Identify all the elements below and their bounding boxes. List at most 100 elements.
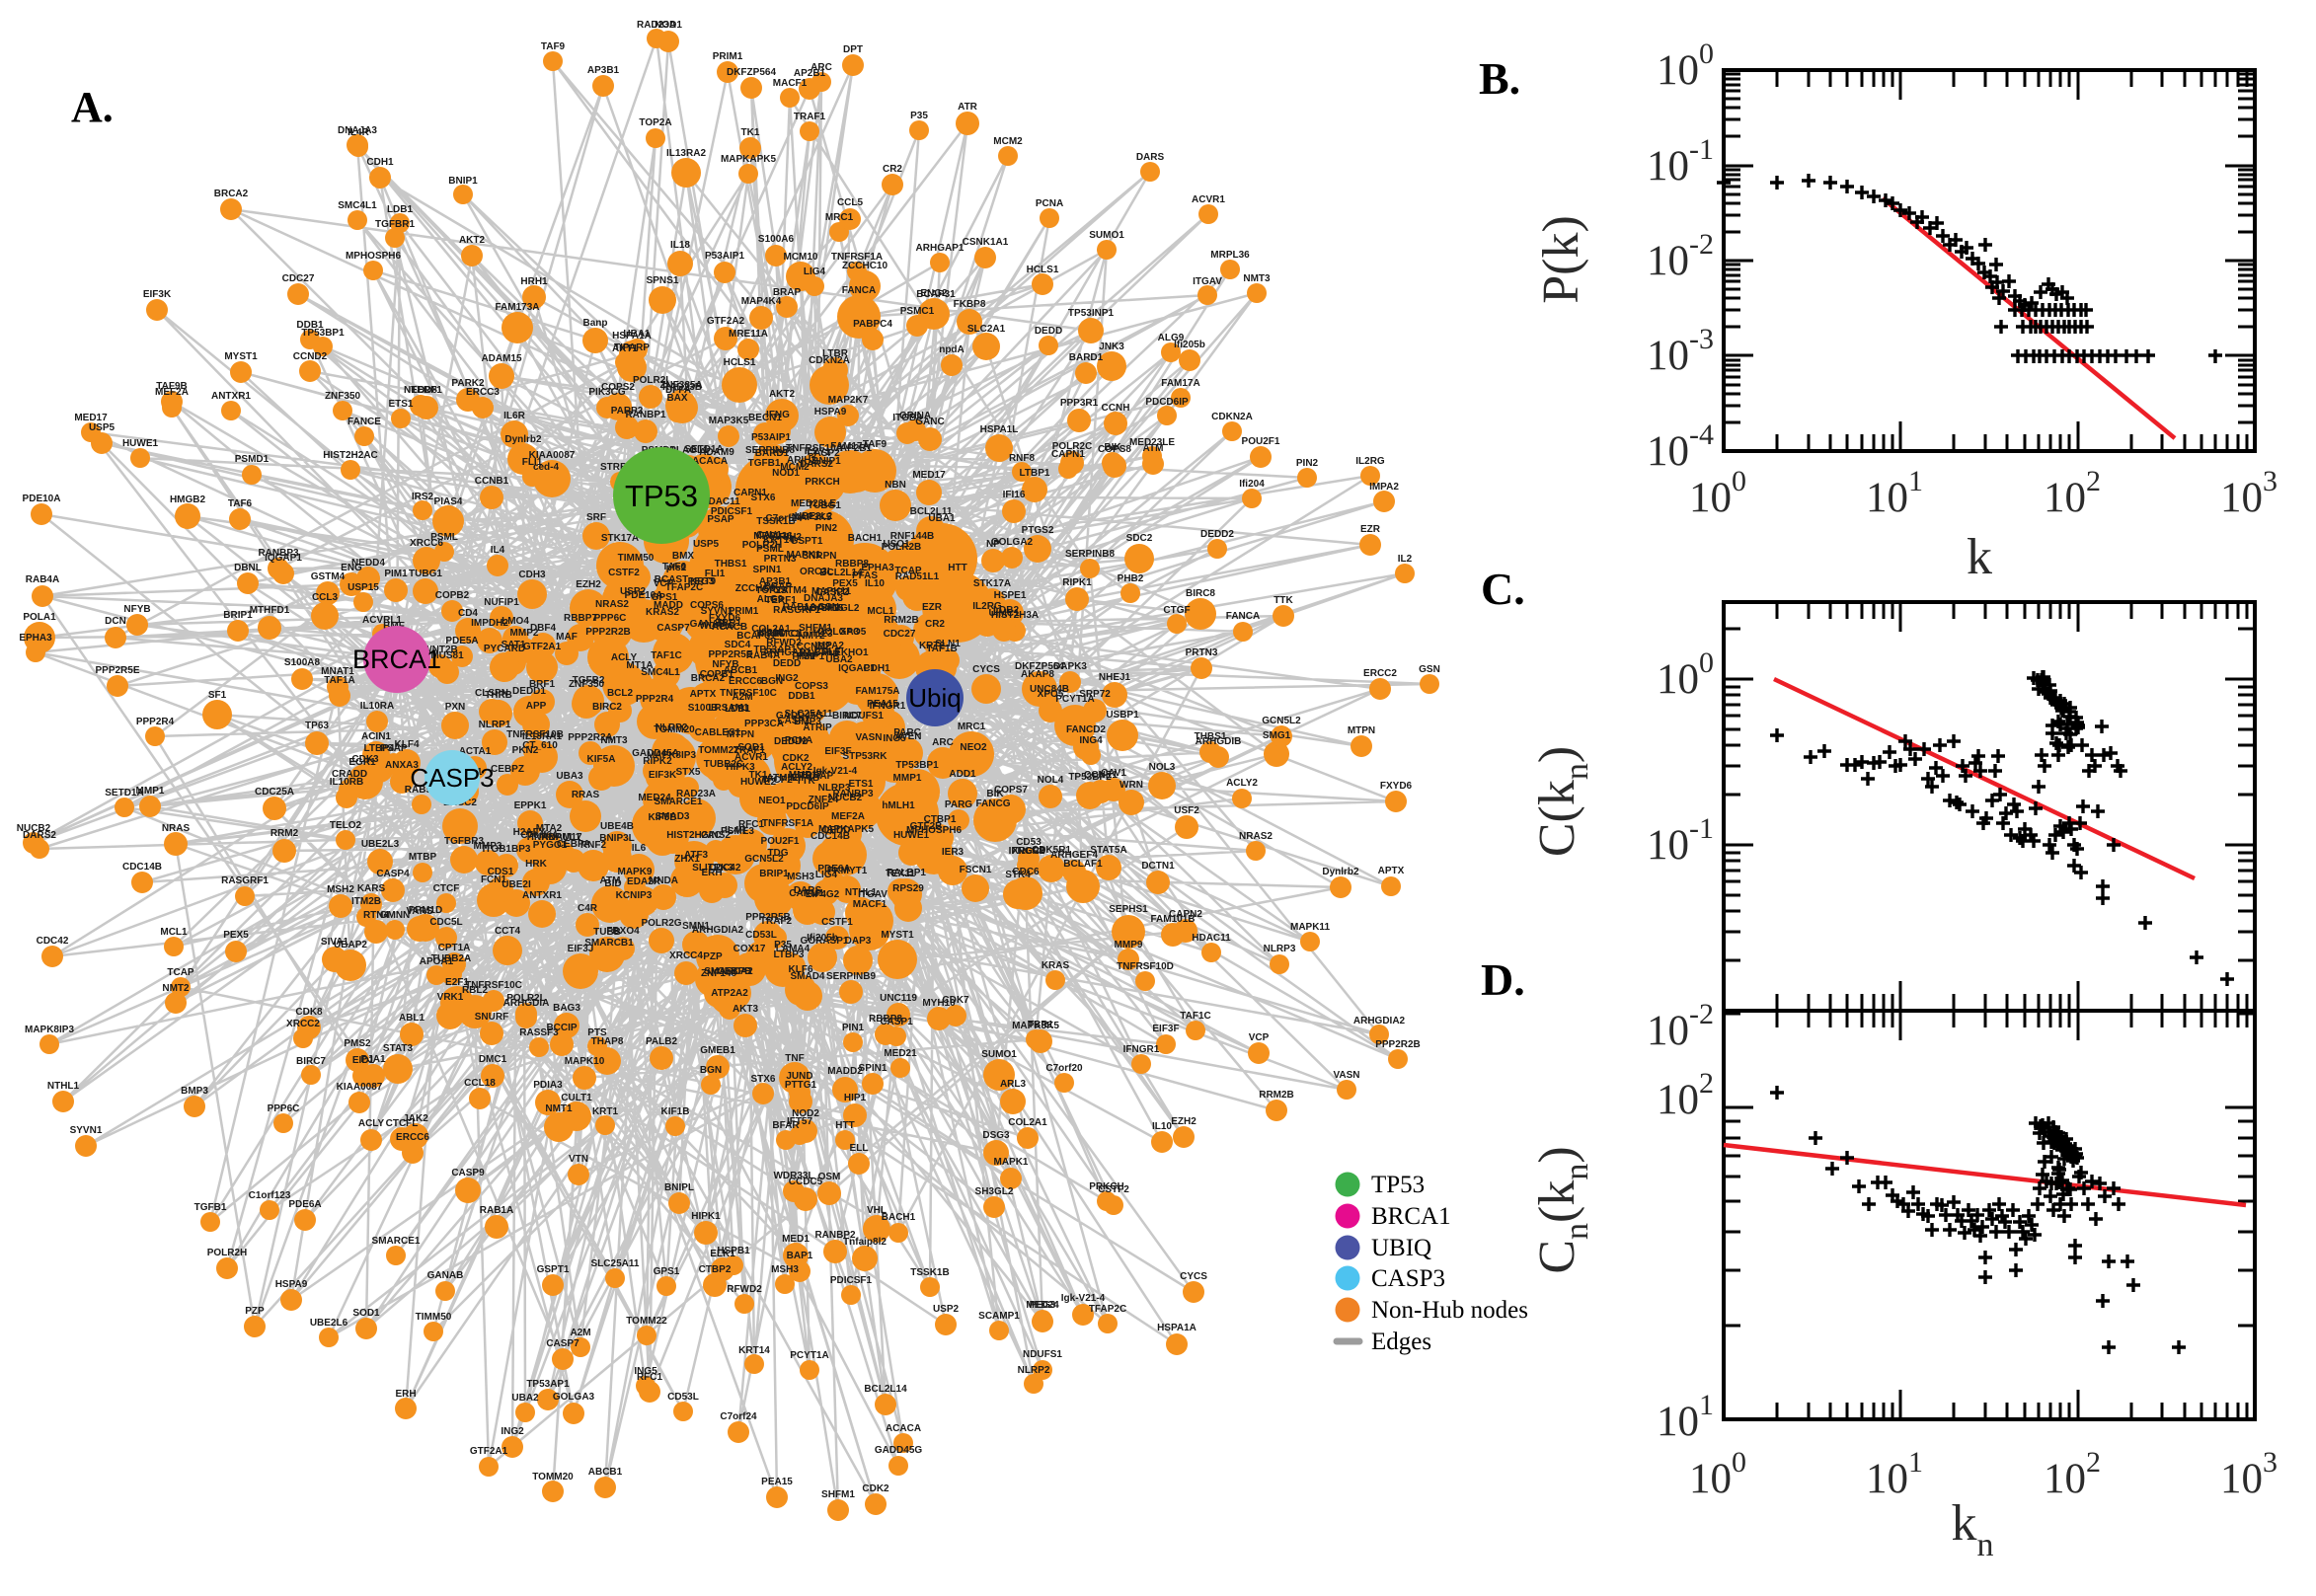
svg-text:CSTF1: CSTF1 xyxy=(821,917,853,928)
svg-text:SYVN1: SYVN1 xyxy=(701,606,733,617)
svg-text:JMY: JMY xyxy=(798,648,818,659)
svg-text:CSTF2: CSTF2 xyxy=(608,568,640,578)
svg-text:MTHFD1: MTHFD1 xyxy=(250,605,290,616)
svg-text:ACACA: ACACA xyxy=(692,456,728,467)
svg-text:FCN1: FCN1 xyxy=(481,874,507,885)
svg-text:VTN: VTN xyxy=(569,1154,588,1165)
svg-text:GINS2: GINS2 xyxy=(701,830,731,841)
svg-text:SMC4L1: SMC4L1 xyxy=(641,667,680,678)
svg-text:RBBP8: RBBP8 xyxy=(835,559,869,570)
svg-text:MRC1: MRC1 xyxy=(958,722,986,732)
svg-text:ATM: ATM xyxy=(600,875,621,886)
svg-text:SLN1: SLN1 xyxy=(935,639,961,649)
svg-text:ALG9: ALG9 xyxy=(1158,333,1185,343)
svg-text:MAPKAPK5: MAPKAPK5 xyxy=(721,154,777,165)
svg-text:TOMM22: TOMM22 xyxy=(626,1316,667,1327)
svg-text:PFAS: PFAS xyxy=(852,570,878,581)
svg-text:MYST1: MYST1 xyxy=(224,351,258,362)
svg-text:NHEJ1: NHEJ1 xyxy=(1099,672,1131,683)
svg-text:ZNF350: ZNF350 xyxy=(569,679,605,690)
svg-text:PRTN3: PRTN3 xyxy=(1186,647,1218,658)
svg-text:POU2F1: POU2F1 xyxy=(761,836,800,847)
svg-text:MAPK10: MAPK10 xyxy=(565,1056,605,1067)
svg-text:STX6: STX6 xyxy=(750,1074,775,1085)
svg-text:IMPA2: IMPA2 xyxy=(814,641,844,651)
svg-text:Dynlrb2: Dynlrb2 xyxy=(1322,867,1359,877)
svg-text:KIAA0087: KIAA0087 xyxy=(529,450,576,461)
svg-text:TDG: TDG xyxy=(767,848,788,859)
svg-text:NEO1: NEO1 xyxy=(758,796,786,806)
svg-text:GOLGA2: GOLGA2 xyxy=(991,537,1034,548)
svg-text:FBXO4: FBXO4 xyxy=(606,926,640,937)
svg-text:MAPK11: MAPK11 xyxy=(1290,922,1330,933)
svg-text:PJA1: PJA1 xyxy=(360,1054,385,1065)
svg-text:UIMC1: UIMC1 xyxy=(988,608,1020,619)
svg-text:RIPK2: RIPK2 xyxy=(643,756,672,767)
svg-text:P53AIP1: P53AIP1 xyxy=(751,432,791,443)
svg-text:HCLS1: HCLS1 xyxy=(1027,265,1059,275)
svg-text:BECN1: BECN1 xyxy=(748,413,782,423)
svg-text:PPP3R1: PPP3R1 xyxy=(1060,398,1099,409)
svg-text:NMT3: NMT3 xyxy=(600,735,628,746)
svg-text:CAPN1: CAPN1 xyxy=(1051,449,1085,460)
svg-text:UNC84B: UNC84B xyxy=(1030,684,1069,695)
svg-text:ACTA1: ACTA1 xyxy=(459,746,492,757)
svg-text:POLR2H: POLR2H xyxy=(207,1248,248,1258)
svg-text:PZP: PZP xyxy=(703,951,723,962)
svg-text:THRB: THRB xyxy=(485,690,512,701)
svg-text:MRE11A: MRE11A xyxy=(729,329,768,340)
svg-text:ATP2A2: ATP2A2 xyxy=(711,988,748,999)
svg-text:IL13RA2: IL13RA2 xyxy=(666,148,706,159)
svg-text:TGFBR3: TGFBR3 xyxy=(444,836,484,847)
svg-text:MMP1: MMP1 xyxy=(893,773,922,784)
svg-text:102: 102 xyxy=(1657,1067,1714,1123)
svg-text:S100A6: S100A6 xyxy=(758,234,795,245)
svg-text:PRKCH: PRKCH xyxy=(1089,1181,1124,1192)
svg-text:SERPINB9: SERPINB9 xyxy=(826,971,876,982)
svg-text:ING2: ING2 xyxy=(775,673,799,684)
svg-text:LMO4: LMO4 xyxy=(502,616,529,627)
svg-text:FANCA: FANCA xyxy=(1226,611,1260,622)
svg-text:KCNIP3: KCNIP3 xyxy=(616,890,653,901)
svg-text:BIRC2: BIRC2 xyxy=(592,702,622,713)
svg-text:P35: P35 xyxy=(774,940,792,950)
svg-text:HSPA1A: HSPA1A xyxy=(612,331,652,342)
svg-text:HNRNPUL1: HNRNPUL1 xyxy=(527,832,581,843)
svg-text:ZNF350: ZNF350 xyxy=(325,391,361,402)
svg-text:CR2: CR2 xyxy=(925,619,945,630)
svg-text:SETD1A: SETD1A xyxy=(684,444,723,455)
svg-text:ING5: ING5 xyxy=(634,1366,657,1377)
svg-text:PPP2R5E: PPP2R5E xyxy=(708,649,752,660)
svg-text:DCTN1: DCTN1 xyxy=(1141,861,1175,872)
svg-text:TAF9: TAF9 xyxy=(863,439,888,450)
svg-text:CTGF: CTGF xyxy=(1163,605,1190,616)
svg-text:LTBP3: LTBP3 xyxy=(774,950,805,960)
svg-text:AKT2: AKT2 xyxy=(769,389,796,400)
svg-text:IL2RG: IL2RG xyxy=(972,601,1002,612)
svg-text:POLR2L: POLR2L xyxy=(506,993,545,1004)
svg-text:TBR1: TBR1 xyxy=(1028,1020,1054,1030)
svg-text:CCL18: CCL18 xyxy=(464,1078,496,1089)
svg-text:NDUFS1: NDUFS1 xyxy=(844,711,884,722)
svg-text:TP53AP1: TP53AP1 xyxy=(526,1379,570,1390)
svg-text:PARK2: PARK2 xyxy=(451,378,485,389)
svg-text:NFYB: NFYB xyxy=(712,659,738,670)
svg-text:BRIP1: BRIP1 xyxy=(759,869,789,879)
svg-text:OEDD: OEDD xyxy=(822,825,851,836)
svg-text:CCNH: CCNH xyxy=(1102,403,1130,414)
svg-text:PPP2R5E: PPP2R5E xyxy=(95,665,139,676)
svg-text:LDB1: LDB1 xyxy=(725,704,751,715)
svg-text:MAPK3K5: MAPK3K5 xyxy=(1012,1021,1059,1031)
svg-text:HTT: HTT xyxy=(835,1120,854,1131)
svg-text:PCYT1A: PCYT1A xyxy=(1055,694,1094,705)
svg-text:CDC14B: CDC14B xyxy=(122,862,162,873)
svg-text:MEF2A: MEF2A xyxy=(831,811,865,822)
svg-text:ING2: ING2 xyxy=(501,1426,524,1437)
svg-text:ATF3: ATF3 xyxy=(684,850,709,861)
svg-text:TELO2: TELO2 xyxy=(330,820,362,831)
svg-text:BIRC8: BIRC8 xyxy=(1186,588,1215,599)
svg-text:MED23LE: MED23LE xyxy=(791,498,836,509)
svg-text:CEBPA: CEBPA xyxy=(557,839,590,850)
svg-text:STX5: STX5 xyxy=(675,767,700,778)
svg-text:MACF1: MACF1 xyxy=(853,899,888,910)
